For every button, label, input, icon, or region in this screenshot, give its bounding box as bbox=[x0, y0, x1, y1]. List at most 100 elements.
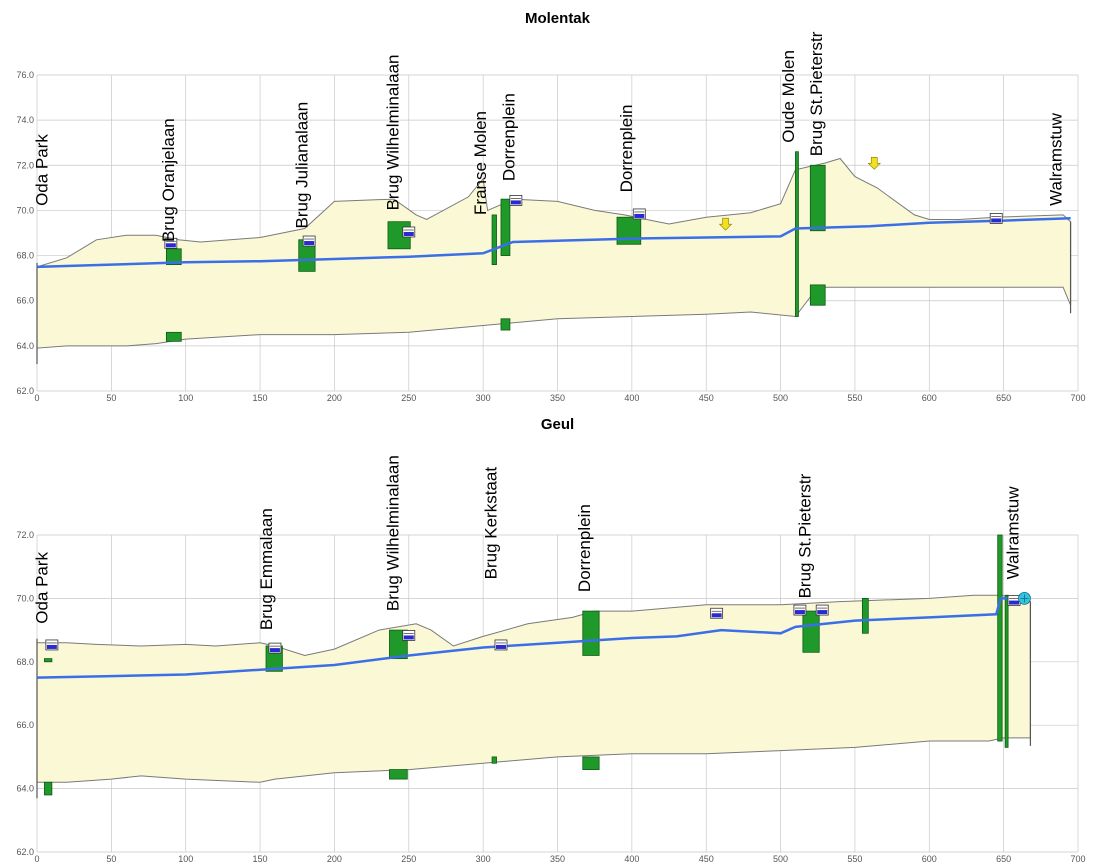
structure-block bbox=[1004, 594, 1009, 748]
location-label: Brug St.Pieterstr bbox=[795, 473, 814, 598]
location-label: Brug Julianalaan bbox=[293, 102, 312, 229]
culvert-water bbox=[1009, 600, 1020, 605]
culvert-icon bbox=[164, 237, 178, 249]
culvert-water bbox=[817, 610, 828, 615]
structure-block bbox=[997, 534, 1003, 742]
culvert-water bbox=[711, 613, 722, 618]
culvert-icon bbox=[509, 194, 523, 206]
chart-title: Geul bbox=[541, 416, 574, 433]
location-label: Dorrenplein bbox=[575, 504, 594, 592]
pump-icon bbox=[1018, 592, 1031, 605]
structure-block bbox=[802, 610, 820, 653]
y-tick-label: 66.0 bbox=[16, 720, 34, 730]
y-tick-label: 68.0 bbox=[16, 251, 34, 261]
culvert-icon bbox=[989, 213, 1003, 224]
structure-block bbox=[616, 216, 642, 245]
structure-block bbox=[809, 164, 826, 232]
culvert-water bbox=[269, 648, 280, 653]
x-tick-label: 200 bbox=[327, 854, 342, 863]
location-label: Oda Park bbox=[32, 134, 51, 206]
x-tick-label: 0 bbox=[34, 393, 39, 403]
x-tick-label: 50 bbox=[106, 393, 116, 403]
structure-block bbox=[795, 151, 799, 317]
chart-0: 0 50 100 150 200 250 300 350 400 450 500 550 600 650 7… bbox=[16, 10, 1085, 403]
x-tick-label: 150 bbox=[253, 854, 268, 863]
culvert-icon bbox=[402, 630, 416, 641]
x-tick-label: 350 bbox=[550, 854, 565, 863]
location-label: Brug St.Pieterstr bbox=[807, 31, 826, 156]
structure-block bbox=[582, 756, 600, 770]
structure-block bbox=[44, 781, 53, 796]
location-label: Brug Wilhelminalaan bbox=[383, 55, 402, 211]
x-tick-label: 100 bbox=[178, 393, 193, 403]
x-tick-label: 450 bbox=[699, 393, 714, 403]
culvert-icon bbox=[632, 208, 646, 220]
x-tick-label: 500 bbox=[773, 854, 788, 863]
x-tick-label: 550 bbox=[847, 393, 862, 403]
culvert-icon bbox=[45, 639, 59, 651]
culvert-water bbox=[510, 200, 521, 205]
y-tick-label: 62.0 bbox=[16, 386, 34, 396]
x-tick-label: 600 bbox=[922, 393, 937, 403]
culvert-water bbox=[403, 635, 414, 640]
structure-block bbox=[500, 318, 511, 331]
pump-cross bbox=[1020, 594, 1029, 603]
y-tick-label: 72.0 bbox=[16, 160, 34, 170]
culvert-icon bbox=[710, 607, 724, 619]
structure-block bbox=[582, 610, 600, 656]
x-tick-label: 550 bbox=[847, 854, 862, 863]
x-tick-label: 50 bbox=[106, 854, 116, 863]
culvert-icon bbox=[815, 604, 829, 616]
location-label: Walramstuw bbox=[1047, 112, 1066, 206]
x-tick-label: 400 bbox=[624, 393, 639, 403]
location-label: Dorrenplein bbox=[617, 104, 636, 192]
culvert-icon bbox=[793, 604, 807, 616]
culvert-water bbox=[634, 213, 645, 218]
location-label: Brug Emmalaan bbox=[257, 508, 276, 630]
x-tick-label: 450 bbox=[699, 854, 714, 863]
x-tick-label: 650 bbox=[996, 854, 1011, 863]
structure-block bbox=[491, 214, 497, 265]
y-tick-label: 66.0 bbox=[16, 296, 34, 306]
culvert-water bbox=[165, 243, 176, 248]
culvert-water bbox=[46, 644, 57, 649]
culvert-water bbox=[794, 610, 805, 615]
x-tick-label: 300 bbox=[476, 393, 491, 403]
location-label: Walramstuw bbox=[1004, 486, 1023, 580]
x-tick-label: 350 bbox=[550, 393, 565, 403]
y-tick-label: 62.0 bbox=[16, 847, 34, 857]
x-tick-label: 0 bbox=[34, 854, 39, 863]
y-tick-label: 70.0 bbox=[16, 593, 34, 603]
chart-1: 0 50 100 150 200 250 300 350 400 450 500 550 600 650 7… bbox=[16, 416, 1085, 863]
structure-block bbox=[389, 769, 408, 780]
location-label: Brug Oranjelaan bbox=[159, 118, 178, 242]
x-tick-label: 150 bbox=[253, 393, 268, 403]
culvert-water bbox=[495, 644, 506, 649]
water-level-line bbox=[36, 597, 1031, 679]
x-tick-label: 600 bbox=[922, 854, 937, 863]
structure-block bbox=[44, 658, 53, 663]
y-tick-label: 72.0 bbox=[16, 530, 34, 540]
channel-area bbox=[36, 157, 1072, 349]
x-tick-label: 250 bbox=[401, 393, 416, 403]
x-tick-label: 500 bbox=[773, 393, 788, 403]
culvert-water bbox=[991, 218, 1002, 223]
location-label: Dorrenplein bbox=[499, 93, 518, 181]
location-label: Oude Molen bbox=[779, 50, 798, 143]
x-tick-label: 100 bbox=[178, 854, 193, 863]
y-tick-label: 70.0 bbox=[16, 205, 34, 215]
culvert-water bbox=[304, 241, 315, 246]
chart-title: Molentak bbox=[525, 10, 591, 27]
structure-block bbox=[500, 198, 511, 256]
structure-block bbox=[165, 331, 182, 342]
y-tick-label: 74.0 bbox=[16, 115, 34, 125]
y-tick-label: 76.0 bbox=[16, 70, 34, 80]
yellow-arrow-icon bbox=[718, 217, 733, 231]
structure-block bbox=[165, 248, 182, 266]
culvert-icon bbox=[402, 226, 416, 238]
x-tick-label: 250 bbox=[401, 854, 416, 863]
culvert-water bbox=[403, 232, 414, 236]
structure-block bbox=[491, 756, 497, 764]
y-tick-label: 68.0 bbox=[16, 657, 34, 667]
